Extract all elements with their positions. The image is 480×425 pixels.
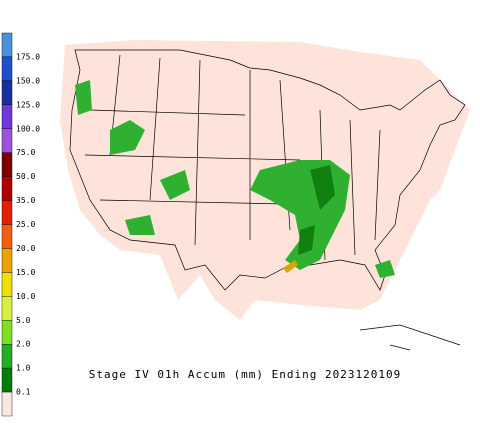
legend-swatch [1, 80, 13, 106]
legend-label: 5.0 [16, 316, 31, 325]
legend-label: 0.1 [16, 388, 31, 397]
legend-label: 25.0 [16, 220, 35, 229]
legend-label: 100.0 [16, 124, 40, 133]
legend-swatch [1, 200, 13, 225]
legend-label: 150.0 [16, 76, 40, 85]
legend-label: 35.0 [16, 196, 35, 205]
legend-swatch [1, 296, 13, 321]
legend-label: 2.0 [16, 340, 31, 349]
caption: Stage IV 01h Accum (mm) Ending 202312010… [89, 368, 402, 381]
legend-swatch [1, 272, 13, 297]
legend-label: 20.0 [16, 244, 35, 253]
legend-label: 175.0 [16, 52, 40, 61]
legend-swatch [1, 152, 13, 177]
legend-swatch [1, 128, 13, 153]
legend-swatch [1, 56, 13, 82]
legend-swatch [1, 320, 13, 345]
legend-label: 1.0 [16, 364, 31, 373]
legend-swatch [1, 391, 13, 417]
legend-swatch [1, 343, 13, 369]
legend-label: 50.0 [16, 172, 35, 181]
legend-label: 125.0 [16, 100, 40, 109]
legend-swatch [1, 104, 13, 129]
precipitation-heavy [298, 165, 335, 255]
legend-swatch [1, 32, 13, 58]
legend-swatch [1, 224, 13, 249]
legend-swatch [1, 176, 13, 201]
legend-swatch [1, 248, 13, 273]
legend-label: 10.0 [16, 292, 35, 301]
legend: 175.0 150.0 125.0 100.0 75.0 50.0 35.0 25.0 20.0… [1, 32, 40, 417]
legend-label: 75.0 [16, 148, 35, 157]
legend-label: 15.0 [16, 268, 35, 277]
legend-swatch [1, 367, 13, 393]
precipitation-peak [283, 260, 298, 273]
